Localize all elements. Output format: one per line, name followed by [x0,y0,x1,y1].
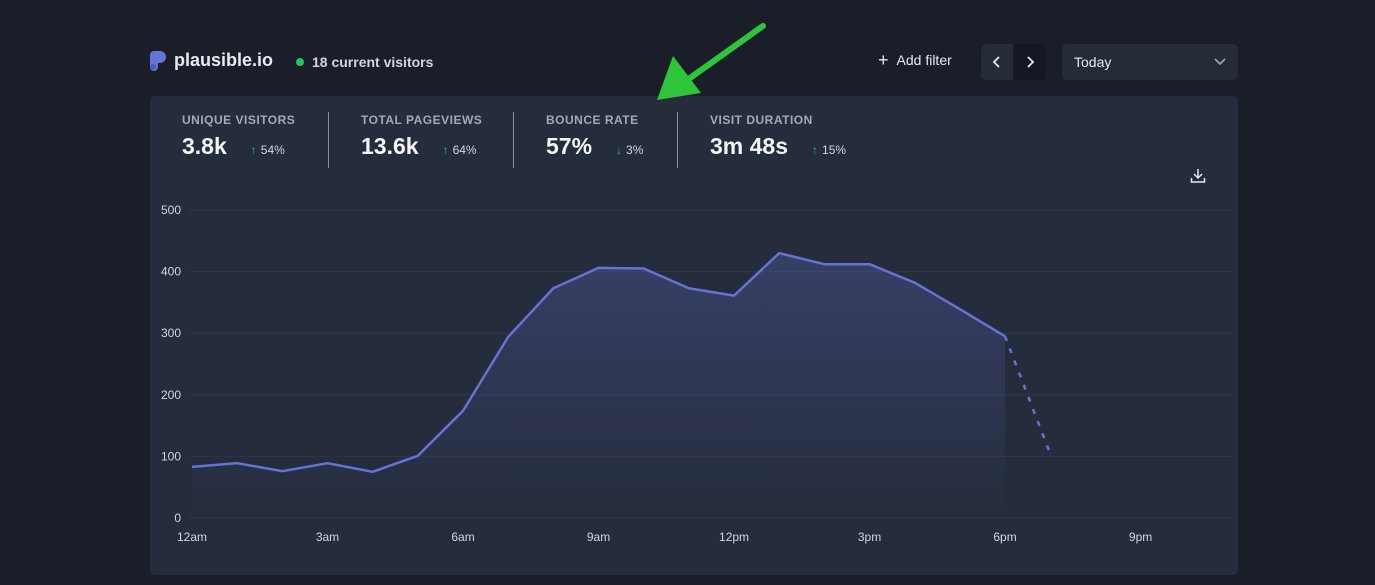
stat-change: ↑ 64% [443,143,477,157]
stat-total-pageviews[interactable]: TOTAL PAGEVIEWS 13.6k ↑ 64% [361,112,482,168]
live-visitors-text: 18 current visitors [312,54,434,70]
arrow-down-icon: ↓ [616,143,623,157]
live-visitors[interactable]: 18 current visitors [296,54,433,70]
arrow-up-icon: ↑ [442,143,449,157]
divider [513,112,514,168]
series-line-partial [1003,335,1052,455]
stat-change-value: 64% [452,143,477,157]
plausible-logo-icon [150,50,166,71]
y-tick-label: 200 [161,388,181,402]
stat-change: ↑ 54% [251,143,285,157]
chevron-down-icon [1214,58,1226,66]
x-tick-label: 6am [451,530,474,544]
stat-change-value: 54% [260,143,285,157]
add-filter-label: Add filter [896,52,952,68]
stat-value: 3m 48s [710,133,789,159]
stat-change-value: 15% [822,143,847,157]
x-tick-label: 9am [587,530,610,544]
arrow-up-icon: ↑ [812,143,819,157]
site-name: plausible.io [174,50,274,70]
x-tick-label: 3pm [858,530,881,544]
stat-value: 13.6k [361,133,419,159]
previous-period-button[interactable] [981,44,1014,80]
y-tick-label: 0 [174,511,181,525]
plus-icon: + [878,50,889,70]
stat-unique-visitors[interactable]: UNIQUE VISITORS 3.8k ↑ 54% [182,112,295,168]
stat-label: TOTAL PAGEVIEWS [361,113,483,127]
stat-change: ↓ 3% [616,143,643,157]
x-tick-label: 3am [316,530,339,544]
x-tick-label: 6pm [993,530,1016,544]
next-period-button[interactable] [1014,44,1046,80]
divider [328,112,329,168]
y-tick-label: 500 [161,203,181,217]
area-fill [192,253,1006,518]
stat-change: ↑ 15% [812,143,846,157]
stat-visit-duration[interactable]: VISIT DURATION 3m 48s ↑ 15% [710,112,846,168]
y-tick-label: 400 [161,265,181,279]
live-dot-icon [296,58,304,66]
stat-label: BOUNCE RATE [546,113,639,127]
y-tick-label: 300 [161,326,181,340]
stat-bounce-rate[interactable]: BOUNCE RATE 57% ↓ 3% [546,112,643,168]
stat-value: 3.8k [182,133,227,159]
y-tick-label: 100 [161,449,181,463]
add-filter-button[interactable]: + Add filter [878,50,952,70]
stat-change-value: 3% [626,143,644,157]
x-tick-label: 12pm [719,530,749,544]
chevron-right-icon [1027,56,1035,68]
x-tick-label: 9pm [1129,530,1152,544]
chevron-left-icon [992,56,1000,68]
stat-label: UNIQUE VISITORS [182,113,296,127]
arrow-up-icon: ↑ [250,143,257,157]
period-select[interactable]: Today [1062,44,1238,80]
period-label: Today [1074,54,1112,70]
divider [677,112,678,168]
top-bar: plausible.io 18 current visitors + Add f… [150,44,1238,80]
brand[interactable]: plausible.io [150,50,273,71]
stat-value: 57% [546,133,593,159]
stat-label: VISIT DURATION [710,113,813,127]
download-icon[interactable] [1190,168,1206,184]
x-tick-label: 12am [177,530,207,544]
period-nav [981,44,1046,80]
